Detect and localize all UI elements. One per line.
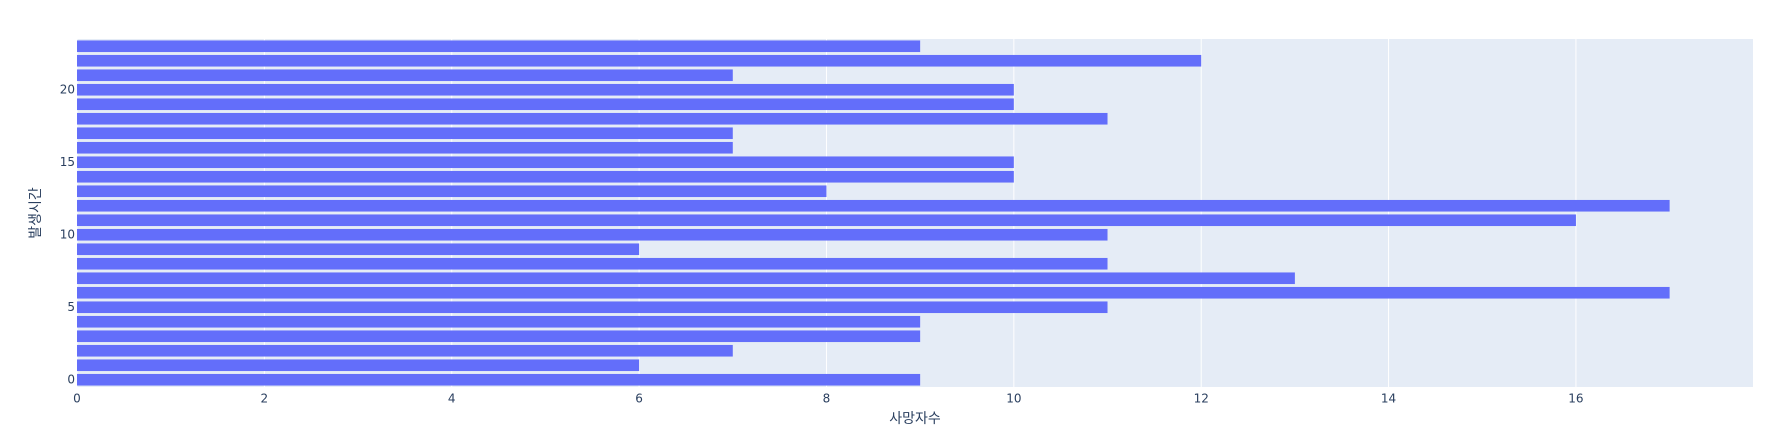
- bar: [77, 40, 921, 53]
- bar: [77, 199, 1670, 212]
- x-tick-label: 16: [1568, 392, 1583, 406]
- bar: [77, 359, 640, 372]
- y-tick-label: 10: [60, 227, 75, 241]
- y-tick-label: 15: [60, 155, 75, 169]
- bar: [77, 185, 827, 198]
- bar: [77, 257, 1108, 270]
- plot-background: [77, 39, 1753, 387]
- x-tick-label: 14: [1381, 392, 1396, 406]
- bar: [77, 228, 1108, 241]
- x-tick-label: 10: [1006, 392, 1021, 406]
- bar: [77, 272, 1295, 285]
- bar: [77, 344, 733, 357]
- x-tick-label: 2: [261, 392, 269, 406]
- x-tick-label: 8: [823, 392, 831, 406]
- bar: [77, 54, 1202, 67]
- bar: [77, 373, 921, 386]
- x-tick-label: 0: [73, 392, 81, 406]
- bar: [77, 141, 733, 154]
- x-tick-label: 4: [448, 392, 456, 406]
- bar: [77, 112, 1108, 125]
- y-tick-label: 5: [67, 300, 75, 314]
- y-tick-label: 0: [67, 372, 75, 386]
- bar: [77, 214, 1576, 227]
- x-tick-label: 12: [1194, 392, 1209, 406]
- bar: [77, 69, 733, 82]
- bar: [77, 170, 1014, 183]
- bar: [77, 315, 921, 328]
- bar: [77, 243, 640, 256]
- y-axis-title: 발생시간: [28, 187, 44, 239]
- bar: [77, 156, 1014, 169]
- y-tick-label: 20: [60, 82, 75, 96]
- bar: [77, 83, 1014, 96]
- bar: [77, 98, 1014, 111]
- bar: [77, 301, 1108, 314]
- bar: [77, 286, 1670, 299]
- bar: [77, 330, 921, 343]
- bar: [77, 127, 733, 140]
- x-axis-title: 사망자수: [889, 411, 941, 427]
- x-tick-label: 6: [635, 392, 643, 406]
